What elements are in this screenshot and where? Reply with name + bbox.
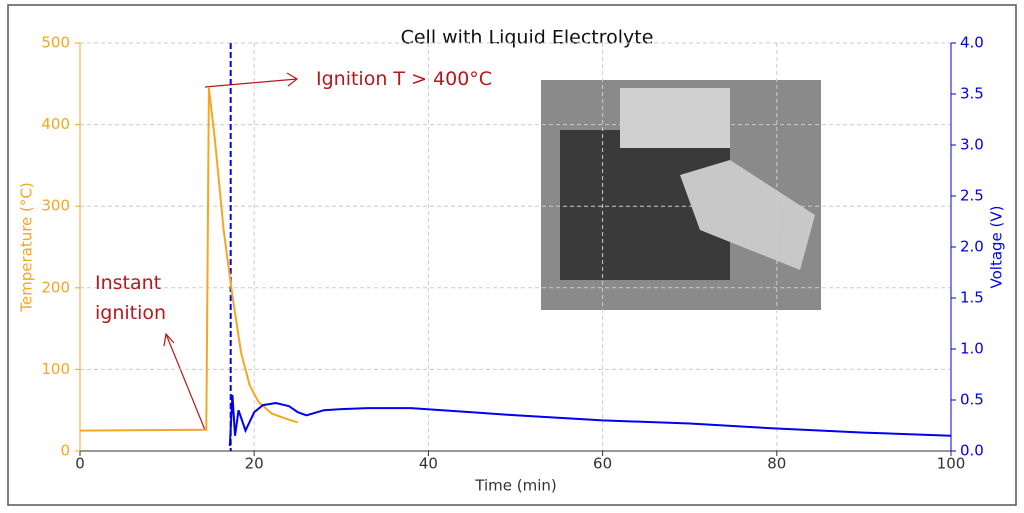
y-tick-label: 100 xyxy=(41,360,70,378)
line-series xyxy=(79,87,299,432)
y-tick-label: 300 xyxy=(41,197,70,215)
y-axis-label: Temperature (°C) xyxy=(18,182,36,312)
y-tick-label: 400 xyxy=(41,115,70,133)
photo-tab xyxy=(620,88,730,148)
y-tick-label: 200 xyxy=(41,278,70,296)
y2-tick-label: 3.0 xyxy=(960,136,984,154)
frame xyxy=(7,4,1017,506)
y2-tick-label: 0.5 xyxy=(960,391,984,409)
annotation: Instant ignition xyxy=(95,272,167,324)
photo-tape xyxy=(680,160,815,270)
y2-tick-label: 3.5 xyxy=(960,85,984,103)
y2-tick-label: 2.0 xyxy=(960,238,984,256)
x-tick-label: 40 xyxy=(419,455,438,473)
chart-title: Cell with Liquid Electrolyte xyxy=(401,27,654,49)
y2-tick-label: 1.5 xyxy=(960,289,984,307)
y2-tick-label: 4.0 xyxy=(960,34,984,52)
title-bg xyxy=(350,14,735,60)
x-tick-label: 60 xyxy=(593,455,612,473)
y2-axis-label: Voltage (V) xyxy=(988,206,1006,289)
y2-tick-label: 2.5 xyxy=(960,187,984,205)
arrow-head xyxy=(163,332,175,347)
arrow-head xyxy=(286,72,299,87)
line-series xyxy=(228,394,952,446)
arrow xyxy=(165,333,206,431)
y2-tick-label: 0.0 xyxy=(960,442,984,460)
annotation-arrows xyxy=(163,72,299,431)
x-axis-label: Time (min) xyxy=(474,477,556,495)
y-tick-label: 500 xyxy=(41,34,70,52)
arrow xyxy=(204,78,298,88)
x-tick-label: 80 xyxy=(767,455,786,473)
y2-tick-label: 1.0 xyxy=(960,340,984,358)
x-tick-label: 0 xyxy=(75,455,85,473)
annotation: Ignition T > 400°C xyxy=(316,68,493,90)
y-tick-label: 0 xyxy=(60,442,70,460)
x-tick-label: 20 xyxy=(245,455,264,473)
x-tick-label: 100 xyxy=(937,455,966,473)
